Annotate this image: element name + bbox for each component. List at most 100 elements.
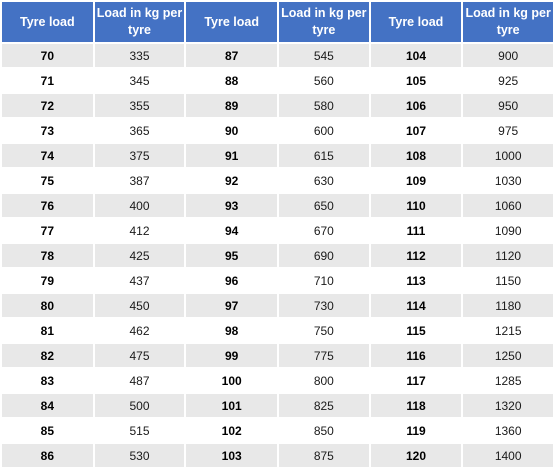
load-kg-cell: 615 — [279, 144, 369, 167]
table-row: 78 425 95 690 112 1120 — [2, 244, 553, 267]
tyre-load-cell: 79 — [2, 269, 93, 292]
tyre-load-cell: 103 — [186, 444, 277, 467]
header-tyre-load-3: Tyre load — [370, 2, 462, 42]
tyre-load-cell: 78 — [2, 244, 93, 267]
tyre-load-cell: 80 — [2, 294, 93, 317]
tyre-load-cell: 82 — [2, 344, 93, 367]
load-kg-cell: 1320 — [463, 394, 553, 417]
load-kg-cell: 1400 — [463, 444, 553, 467]
table-row: 70 335 87 545 104 900 — [2, 44, 553, 67]
load-kg-cell: 450 — [94, 294, 185, 317]
table-row: 83 487 100 800 117 1285 — [2, 369, 553, 392]
header-load-kg-2: Load in kg per tyre — [279, 2, 369, 42]
table-row: 81 462 98 750 115 1215 — [2, 319, 553, 342]
load-kg-cell: 530 — [94, 444, 185, 467]
table-row: 84 500 101 825 118 1320 — [2, 394, 553, 417]
load-kg-cell: 487 — [94, 369, 185, 392]
tyre-load-cell: 92 — [186, 169, 277, 192]
table-row: 79 437 96 710 113 1150 — [2, 269, 553, 292]
table-row: 86 530 103 875 120 1400 — [2, 444, 553, 467]
tyre-load-cell: 104 — [370, 44, 462, 67]
load-kg-cell: 630 — [279, 169, 369, 192]
load-kg-cell: 670 — [279, 219, 369, 242]
load-kg-cell: 800 — [279, 369, 369, 392]
tyre-load-cell: 91 — [186, 144, 277, 167]
tyre-load-cell: 73 — [2, 119, 93, 142]
load-kg-cell: 1285 — [463, 369, 553, 392]
load-kg-cell: 355 — [94, 94, 185, 117]
load-kg-cell: 1215 — [463, 319, 553, 342]
tyre-load-cell: 76 — [2, 194, 93, 217]
tyre-load-cell: 106 — [370, 94, 462, 117]
load-kg-cell: 1150 — [463, 269, 553, 292]
tyre-load-cell: 77 — [2, 219, 93, 242]
load-kg-cell: 710 — [279, 269, 369, 292]
load-kg-cell: 375 — [94, 144, 185, 167]
tyre-load-cell: 113 — [370, 269, 462, 292]
tyre-load-cell: 93 — [186, 194, 277, 217]
load-kg-cell: 600 — [279, 119, 369, 142]
tyre-load-cell: 72 — [2, 94, 93, 117]
load-kg-cell: 387 — [94, 169, 185, 192]
table-body: 70 335 87 545 104 900 71 345 88 560 105 925 72 355 89 5… — [2, 44, 553, 467]
tyre-load-cell: 120 — [370, 444, 462, 467]
tyre-load-cell: 94 — [186, 219, 277, 242]
load-kg-cell: 462 — [94, 319, 185, 342]
load-kg-cell: 1250 — [463, 344, 553, 367]
load-kg-cell: 1090 — [463, 219, 553, 242]
load-kg-cell: 345 — [94, 69, 185, 92]
load-kg-cell: 500 — [94, 394, 185, 417]
tyre-load-cell: 118 — [370, 394, 462, 417]
load-kg-cell: 975 — [463, 119, 553, 142]
tyre-load-cell: 85 — [2, 419, 93, 442]
header-tyre-load-2: Tyre load — [186, 2, 277, 42]
load-kg-cell: 580 — [279, 94, 369, 117]
tyre-load-cell: 110 — [370, 194, 462, 217]
table-header: Tyre load Load in kg per tyre Tyre load … — [2, 2, 553, 42]
table-row: 74 375 91 615 108 1000 — [2, 144, 553, 167]
load-kg-cell: 1060 — [463, 194, 553, 217]
tyre-load-cell: 75 — [2, 169, 93, 192]
load-kg-cell: 825 — [279, 394, 369, 417]
load-kg-cell: 875 — [279, 444, 369, 467]
tyre-load-cell: 119 — [370, 419, 462, 442]
tyre-load-cell: 71 — [2, 69, 93, 92]
tyre-load-cell: 70 — [2, 44, 93, 67]
tyre-load-cell: 100 — [186, 369, 277, 392]
load-kg-cell: 750 — [279, 319, 369, 342]
table-row: 71 345 88 560 105 925 — [2, 69, 553, 92]
header-load-kg-1: Load in kg per tyre — [94, 2, 185, 42]
load-kg-cell: 545 — [279, 44, 369, 67]
tyre-load-cell: 98 — [186, 319, 277, 342]
tyre-load-cell: 84 — [2, 394, 93, 417]
load-kg-cell: 437 — [94, 269, 185, 292]
table-row: 76 400 93 650 110 1060 — [2, 194, 553, 217]
tyre-load-cell: 97 — [186, 294, 277, 317]
header-row: Tyre load Load in kg per tyre Tyre load … — [2, 2, 553, 42]
load-kg-cell: 515 — [94, 419, 185, 442]
table-row: 77 412 94 670 111 1090 — [2, 219, 553, 242]
load-kg-cell: 425 — [94, 244, 185, 267]
load-kg-cell: 365 — [94, 119, 185, 142]
load-kg-cell: 650 — [279, 194, 369, 217]
load-kg-cell: 1030 — [463, 169, 553, 192]
load-kg-cell: 775 — [279, 344, 369, 367]
table-row: 82 475 99 775 116 1250 — [2, 344, 553, 367]
tyre-load-cell: 81 — [2, 319, 93, 342]
tyre-load-cell: 117 — [370, 369, 462, 392]
load-kg-cell: 412 — [94, 219, 185, 242]
header-load-kg-3: Load in kg per tyre — [463, 2, 553, 42]
tyre-load-cell: 83 — [2, 369, 93, 392]
table-row: 73 365 90 600 107 975 — [2, 119, 553, 142]
load-kg-cell: 1360 — [463, 419, 553, 442]
load-kg-cell: 1000 — [463, 144, 553, 167]
tyre-load-cell: 101 — [186, 394, 277, 417]
header-tyre-load-1: Tyre load — [2, 2, 93, 42]
tyre-load-cell: 105 — [370, 69, 462, 92]
tyre-load-cell: 111 — [370, 219, 462, 242]
table-row: 80 450 97 730 114 1180 — [2, 294, 553, 317]
tyre-load-cell: 89 — [186, 94, 277, 117]
tyre-load-cell: 112 — [370, 244, 462, 267]
tyre-load-cell: 87 — [186, 44, 277, 67]
